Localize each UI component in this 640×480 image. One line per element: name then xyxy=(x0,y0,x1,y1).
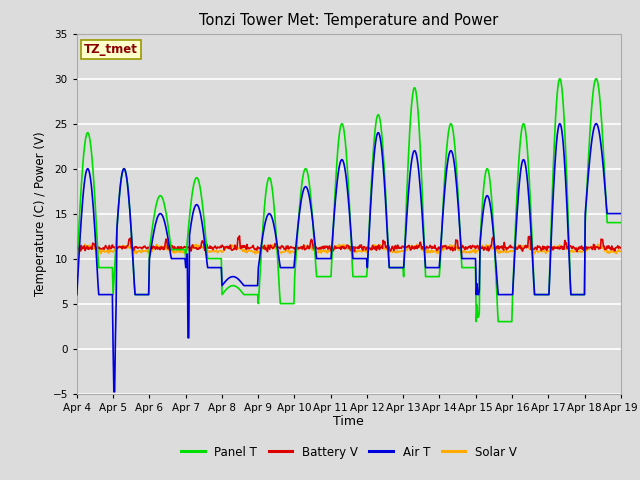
Y-axis label: Temperature (C) / Power (V): Temperature (C) / Power (V) xyxy=(34,132,47,296)
Text: TZ_tmet: TZ_tmet xyxy=(84,43,138,56)
Title: Tonzi Tower Met: Temperature and Power: Tonzi Tower Met: Temperature and Power xyxy=(199,13,499,28)
Legend: Panel T, Battery V, Air T, Solar V: Panel T, Battery V, Air T, Solar V xyxy=(176,441,522,463)
X-axis label: Time: Time xyxy=(333,415,364,429)
